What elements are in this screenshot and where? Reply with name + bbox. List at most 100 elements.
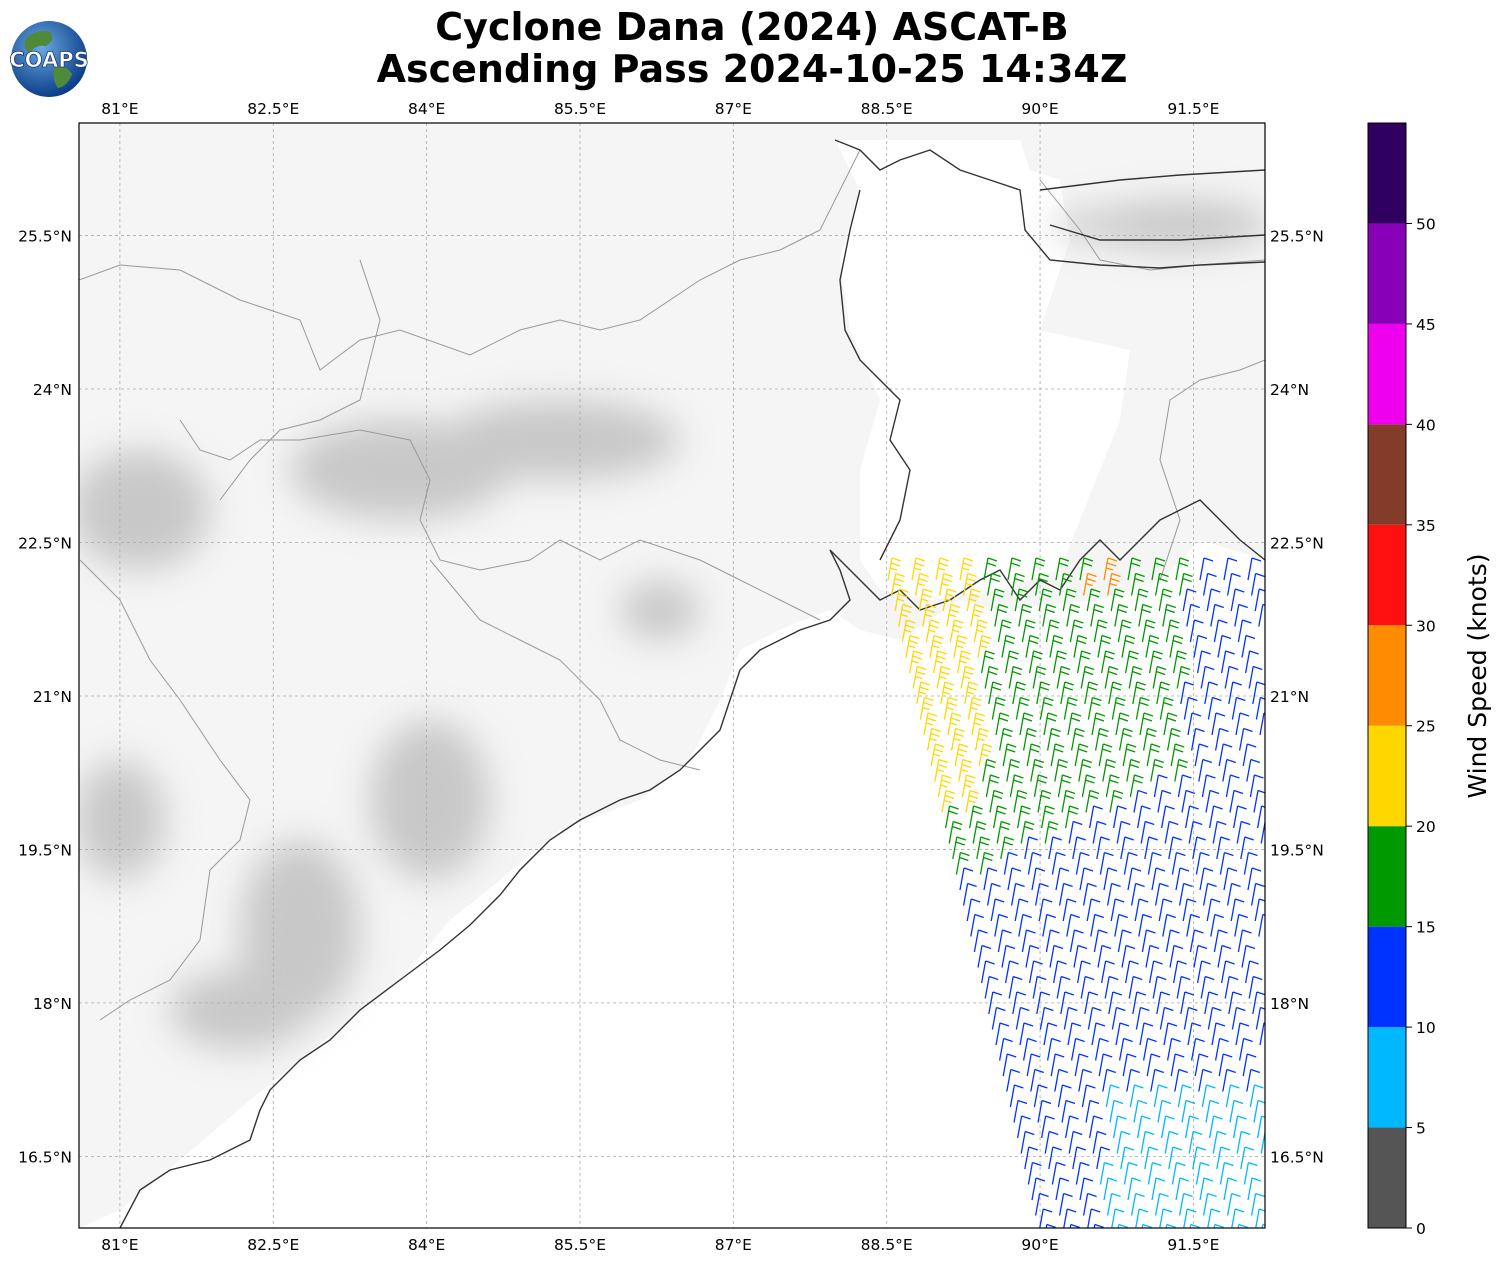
wind-barb-202 (1054, 758, 1069, 782)
wind-barb-471 (1225, 1084, 1240, 1108)
wind-barb-402 (1204, 991, 1219, 1015)
wind-barb-121 (1200, 665, 1215, 689)
wind-barb-133 (1132, 681, 1147, 705)
wind-barb-5 (1007, 557, 1022, 581)
wind-barb-431 (1046, 1037, 1061, 1061)
wind-barb-58 (1138, 603, 1153, 627)
wind-barb-122 (1224, 665, 1239, 689)
wind-barb-179 (1166, 727, 1181, 751)
wind-barb-38 (1038, 588, 1053, 612)
wind-barb-465 (1081, 1084, 1096, 1108)
lat-tick-right-3: 21°N (1270, 688, 1309, 706)
wind-barb-374 (1100, 960, 1115, 984)
wind-barb-325 (1110, 898, 1125, 922)
wind-barb-388 (1152, 975, 1167, 999)
wind-barb-317 (1226, 882, 1241, 906)
wind-barb-442 (1050, 1053, 1065, 1077)
wind-barb-260 (1116, 820, 1131, 844)
wind-barb-549 (1111, 1208, 1125, 1228)
wind-barb-78 (1237, 619, 1252, 643)
wind-barb-174 (1046, 727, 1061, 751)
wind-barb-327 (1158, 898, 1173, 922)
wind-barb-401 (1180, 991, 1195, 1015)
wind-barb-257 (1044, 820, 1059, 844)
wind-barb-489 (1136, 1115, 1151, 1139)
wind-barb-285 (1075, 851, 1090, 875)
lon-tick-top-3: 85.5°E (554, 100, 606, 118)
wind-barb-364 (1145, 944, 1160, 968)
lon-tick-top-5: 88.5°E (861, 100, 913, 118)
colorbar-tick-label-6: 30 (1416, 617, 1436, 635)
wind-barb-386 (1104, 975, 1119, 999)
wind-barb-425 (1187, 1022, 1202, 1046)
wind-barb-430 (1022, 1037, 1037, 1061)
wind-barb-479 (1157, 1099, 1172, 1123)
wind-barb-384 (1056, 975, 1071, 999)
wind-barb-509 (1096, 1146, 1111, 1170)
wind-barb-57 (1114, 603, 1129, 627)
wind-barb-367 (1217, 944, 1232, 968)
wind-barb-408 (1063, 1006, 1078, 1030)
wind-barb-120 (1176, 665, 1191, 689)
wind-barb-173 (1022, 727, 1037, 751)
wind-barb-322 (1038, 898, 1053, 922)
wind-barb-56 (1090, 603, 1105, 627)
wind-barb-281 (979, 851, 994, 875)
wind-barb-410 (1111, 1006, 1126, 1030)
wind-barb-93 (1241, 634, 1256, 658)
wind-barb-313 (1130, 882, 1145, 906)
wind-barb-378 (1196, 960, 1211, 984)
wind-barb-221 (1177, 774, 1192, 798)
wind-barb-289 (1171, 851, 1186, 875)
wind-barb-308 (1010, 882, 1025, 906)
wind-barb-302 (1175, 867, 1190, 891)
wind-barb-534 (1223, 1177, 1238, 1201)
wind-barb-21 (1010, 572, 1025, 596)
lon-tick-top-4: 87°E (715, 100, 752, 118)
wind-barb-7 (1055, 557, 1070, 581)
wind-barb-552 (1183, 1208, 1197, 1228)
wind-barb-455 (1102, 1068, 1117, 1092)
lon-tick-top-2: 84°E (408, 100, 445, 118)
wind-barb-198 (958, 758, 973, 782)
wind-barb-3 (959, 557, 974, 581)
colorbar-tick-label-2: 10 (1416, 1019, 1436, 1037)
wind-barb-6 (1031, 557, 1046, 581)
wind-barb-483 (1253, 1099, 1265, 1123)
lat-tick-left-2: 22.5°N (18, 534, 72, 552)
colorbar-segment-5 (1368, 625, 1406, 726)
wind-barb-418 (1019, 1022, 1034, 1046)
wind-barb-264 (1212, 820, 1227, 844)
wind-barb-480 (1181, 1099, 1196, 1123)
wind-barb-475 (1061, 1099, 1076, 1123)
wind-barb-105 (1172, 650, 1187, 674)
wind-barb-192 (1146, 743, 1161, 767)
wind-barb-420 (1067, 1022, 1082, 1046)
wind-barb-236 (1205, 789, 1220, 813)
wind-barb-428 (1259, 1022, 1265, 1046)
coaps-logo: COAPS (10, 21, 88, 97)
wind-barbs-layer (887, 557, 1265, 1228)
wind-barb-303 (1199, 867, 1214, 891)
wind-barb-125 (940, 681, 955, 705)
wind-barb-109 (912, 665, 927, 689)
wind-barb-176 (1094, 727, 1109, 751)
lat-tick-left-4: 19.5°N (18, 841, 72, 859)
wind-barb-73 (1117, 619, 1132, 643)
wind-barb-376 (1148, 960, 1163, 984)
wind-barb-518 (1075, 1161, 1090, 1185)
wind-barb-14 (1223, 557, 1238, 581)
wind-barb-333 (994, 913, 1009, 937)
wind-barb-175 (1070, 727, 1085, 751)
wind-barb-472 (1249, 1084, 1264, 1108)
wind-barb-522 (1171, 1161, 1186, 1185)
wind-barb-506 (1024, 1146, 1039, 1170)
wind-barb-147 (1111, 696, 1126, 720)
wind-barb-365 (1169, 944, 1184, 968)
wind-barb-555 (1255, 1208, 1265, 1228)
wind-barb-539 (1106, 1192, 1121, 1216)
wind-barb-499 (1116, 1130, 1131, 1154)
wind-barb-545 (1250, 1192, 1265, 1216)
wind-barb-233 (1133, 789, 1148, 813)
wind-barb-148 (1135, 696, 1150, 720)
